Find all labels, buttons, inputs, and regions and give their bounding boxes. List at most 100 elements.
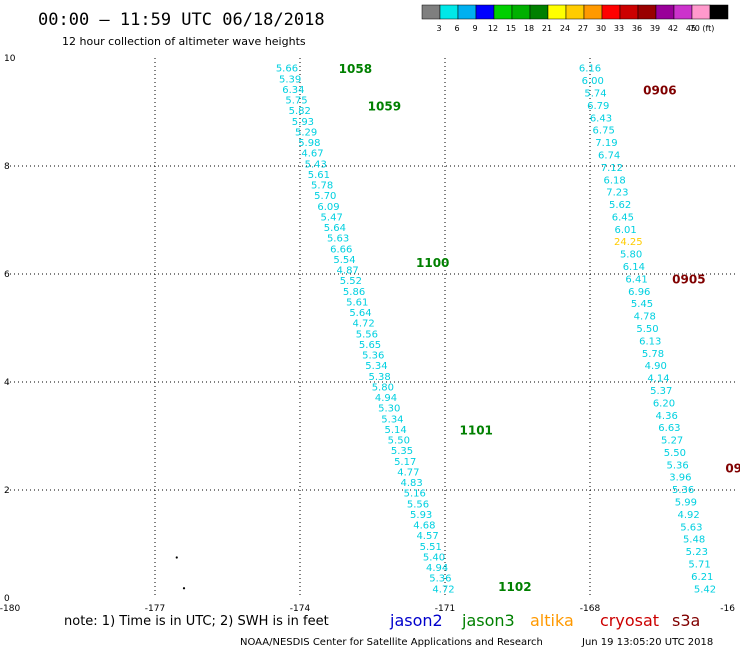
wave-height-label: 5.48 [683, 535, 705, 546]
time-label: 1100 [416, 256, 449, 270]
wave-height-label: 5.78 [642, 349, 664, 360]
wave-height-label: 4.94 [375, 393, 397, 404]
wave-height-label: 7.12 [601, 163, 623, 174]
wave-height-label: 4.94 [426, 563, 448, 574]
data-point [175, 556, 178, 559]
wave-height-label: 5.38 [368, 372, 390, 383]
wave-height-label: 5.52 [340, 276, 362, 287]
wave-height-label: 4.67 [301, 149, 323, 160]
wave-height-label: 5.16 [404, 489, 426, 500]
x-tick-label: -168 [580, 604, 601, 614]
color-swatch [511, 4, 531, 20]
color-legend-label: 70 (ft) [690, 24, 715, 33]
x-tick-label: -177 [145, 604, 165, 614]
color-swatch [529, 4, 549, 20]
x-tick-label: -180 [0, 604, 20, 614]
wave-height-label: 5.29 [295, 127, 317, 138]
wave-height-label: 24.25 [614, 237, 643, 248]
y-tick-label: 8 [4, 162, 10, 172]
color-legend-label: 15 [506, 24, 516, 33]
wave-height-label: 5.71 [688, 559, 710, 570]
time-label: 1102 [498, 580, 531, 594]
wave-height-label: 5.86 [343, 287, 365, 298]
x-tick-label: -174 [290, 604, 311, 614]
wave-height-label: 5.50 [388, 436, 410, 447]
wave-height-label: 5.50 [664, 448, 686, 459]
wave-height-label: 6.66 [330, 244, 352, 255]
wave-height-label: 5.56 [356, 329, 378, 340]
wave-height-label: 5.54 [333, 255, 355, 266]
wave-height-label: 4.90 [645, 361, 667, 372]
x-tick-label: -16 [720, 604, 735, 614]
wave-height-label: 6.96 [628, 287, 650, 298]
color-swatch [709, 4, 729, 20]
wave-height-label: 5.47 [321, 212, 343, 223]
wave-height-label: 5.63 [680, 522, 702, 533]
wave-height-label: 6.43 [590, 113, 612, 124]
color-legend-label: 18 [524, 24, 534, 33]
color-legend-label: 27 [578, 24, 588, 33]
wave-height-label: 6.21 [691, 572, 713, 583]
time-label: 1059 [368, 100, 401, 114]
mission-legend: jason2 jason3 altika cryosat s3a [389, 611, 700, 630]
color-legend-label: 9 [472, 24, 477, 33]
wave-height-label: 5.40 [423, 552, 445, 563]
wave-height-label: 6.74 [598, 150, 620, 161]
wave-height-label: 4.72 [353, 319, 375, 330]
color-swatch [475, 4, 495, 20]
wave-height-label: 6.00 [582, 76, 604, 87]
wave-height-label: 5.51 [420, 542, 442, 553]
wave-height-label: 5.75 [285, 96, 307, 107]
wave-height-label: 5.70 [314, 191, 336, 202]
time-label: 0905 [672, 272, 705, 286]
wave-height-label: 5.35 [391, 446, 413, 457]
color-swatch [637, 4, 657, 20]
color-legend-label: 45 [686, 24, 696, 33]
footer-credit: NOAA/NESDIS Center for Satellite Applica… [240, 637, 543, 648]
wave-height-label: 5.14 [384, 425, 406, 436]
plot-axes: -180 -177 -174 -171 -168 -16 0 2 4 6 8 10 [0, 54, 735, 614]
wave-height-label: 6.13 [639, 336, 661, 347]
wave-height-label: 5.36 [667, 460, 689, 471]
wave-height-label: 6.41 [625, 274, 647, 285]
color-swatch [493, 4, 513, 20]
wave-height-label: 5.61 [308, 170, 330, 181]
wave-height-label: 5.65 [359, 340, 381, 351]
wave-height-label: 5.34 [365, 361, 387, 372]
color-legend-label: 30 [596, 24, 606, 33]
wave-height-label: 5.80 [372, 382, 394, 393]
wave-height-label: 5.56 [407, 499, 429, 510]
wave-height-label: 5.61 [346, 297, 368, 308]
chart-subtitle: 12 hour collection of altimeter wave hei… [62, 35, 306, 48]
wave-height-label: 6.14 [623, 262, 645, 273]
wave-height-label: 7.19 [595, 138, 617, 149]
color-swatch [439, 4, 459, 20]
color-legend-label: 33 [614, 24, 624, 33]
wave-height-label: 6.45 [612, 212, 634, 223]
mission-legend-jason3: jason3 [461, 611, 515, 630]
color-swatch [421, 4, 441, 20]
plot-marks: 5.665.396.345.755.825.935.295.984.675.43… [175, 62, 740, 595]
color-legend-label: 6 [454, 24, 459, 33]
data-point [182, 587, 186, 590]
wave-height-label: 5.23 [686, 547, 708, 558]
footer-timestamp: Jun 19 13:05:20 UTC 2018 [581, 637, 713, 648]
color-swatch [457, 4, 477, 20]
wave-height-label: 7.23 [606, 188, 628, 199]
color-swatch [655, 4, 675, 20]
wave-height-label: 6.01 [614, 225, 636, 236]
wave-height-label: 4.78 [634, 312, 656, 323]
wave-height-label: 6.09 [317, 202, 339, 213]
color-legend-label: 3 [436, 24, 441, 33]
wave-height-label: 6.79 [587, 101, 609, 112]
time-label: 0906 [643, 83, 676, 97]
chart-title: 00:00 – 11:59 UTC 06/18/2018 [38, 10, 325, 30]
color-swatch [583, 4, 603, 20]
wave-height-label: 5.99 [675, 498, 697, 509]
color-legend-label: 12 [488, 24, 498, 33]
wave-height-label: 5.43 [305, 159, 327, 170]
color-swatch [673, 4, 693, 20]
color-legend-label: 39 [650, 24, 660, 33]
